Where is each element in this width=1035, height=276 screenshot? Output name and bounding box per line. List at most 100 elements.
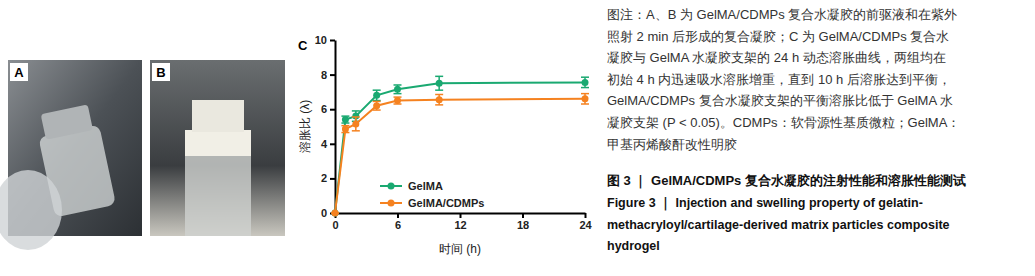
legend-marker [388, 200, 395, 207]
legend-marker [388, 183, 395, 190]
error-bar-cap [373, 89, 381, 91]
marker [394, 86, 401, 93]
y-tick-label: 6 [321, 103, 327, 115]
error-bar [373, 101, 381, 110]
caption-line: 初始 4 h 内迅速吸水溶胀增重，直到 10 h 后溶胀达到平衡， [607, 72, 951, 87]
legend-label: GelMA [408, 180, 443, 192]
gel [185, 130, 251, 156]
y-tick: 2 [321, 172, 335, 184]
x-tick-mark [585, 213, 587, 218]
figure-title-en: methacryloyl/cartilage-derived matrix pa… [607, 218, 950, 232]
marker [582, 79, 589, 86]
y-tick-label: 0 [321, 207, 327, 219]
error-bar-cap [581, 93, 589, 95]
y-tick-label: 10 [315, 34, 327, 46]
caption-line: 甲基丙烯酸酐改性明胶 [607, 137, 737, 152]
y-tick-label: 4 [321, 138, 328, 150]
error-bar [394, 97, 402, 104]
error-bar [341, 116, 349, 123]
error-bar-cap [435, 104, 443, 106]
y-tick: 10 [315, 34, 335, 46]
x-tick-mark [397, 213, 399, 218]
series-line [335, 99, 585, 213]
legend: GelMA GelMA/CDMPs [380, 180, 484, 209]
marker [436, 96, 443, 103]
photo-background [150, 60, 285, 236]
error-bar [341, 126, 349, 133]
series-line [335, 82, 585, 213]
glove [0, 170, 62, 250]
y-tick-mark [330, 178, 335, 180]
y-axis: 0246810 [315, 34, 336, 219]
y-tick: 6 [321, 103, 335, 115]
figure-title-en: hydrogel [607, 239, 660, 253]
x-tick: 24 [579, 213, 592, 231]
error-bar-cap [435, 89, 443, 91]
caption-line: 图注：A、B 为 GelMA/CDMPs 复合水凝胶的前驱液和在紫外 [607, 7, 957, 22]
marker [394, 97, 401, 104]
vial-neck [192, 100, 244, 132]
x-tick-label: 0 [332, 219, 338, 231]
error-bar-cap [394, 84, 402, 86]
panel-label: A [14, 65, 24, 80]
plot-area [331, 76, 589, 216]
error-bar [581, 94, 589, 104]
panel-label-box [10, 63, 28, 81]
y-tick-mark [330, 109, 335, 111]
marker [332, 210, 339, 217]
error-bar-cap [352, 116, 360, 118]
caption-line: 凝胶与 GelMA 水凝胶支架的 24 h 动态溶胀曲线，两组均在 [607, 50, 946, 65]
caption-line: 照射 2 min 后形成的复合凝胶；C 为 GelMA/CDMPs 复合水 [607, 29, 949, 44]
x-tick-mark [522, 213, 524, 218]
y-tick: 4 [321, 138, 335, 150]
vial-cap [41, 104, 93, 139]
y-tick-mark [330, 40, 335, 42]
figure-title: 图 3 ｜ GelMA/CDMPs 复合水凝胶的注射性能和溶胀性能测试 [607, 173, 966, 189]
error-bar [435, 94, 443, 104]
x-axis-title: 时间 (h) [439, 242, 481, 256]
x-tick-mark [460, 213, 462, 218]
figure: ABC024681006121824时间 (h)溶胀比 (λ)GelMAGelM… [0, 0, 1035, 276]
caption-line: 凝胶支架 (P < 0.05)。CDMPs：软骨源性基质微粒；GelMA： [607, 115, 960, 130]
x-tick: 18 [517, 213, 529, 231]
error-bar-cap [373, 100, 381, 102]
y-axis-title: 溶胀比 (λ) [298, 100, 312, 153]
legend-label: GelMA/CDMPs [408, 197, 484, 209]
x-tick-label: 6 [395, 219, 401, 231]
figure-title-en: Figure 3 ｜ Injection and swelling proper… [607, 196, 923, 211]
marker [342, 126, 349, 133]
panel-label: B [156, 65, 165, 80]
y-tick-mark [330, 143, 335, 145]
x-tick-label: 24 [579, 219, 592, 231]
x-tick: 12 [454, 213, 466, 231]
error-bar-cap [581, 87, 589, 89]
x-tick-label: 18 [517, 219, 529, 231]
error-bar-cap [352, 130, 360, 132]
panel-label-box [152, 63, 170, 81]
error-bar-cap [435, 94, 443, 96]
caption-line: GelMA/CDMPs 复合水凝胶支架的平衡溶胀比低于 GelMA 水 [607, 93, 953, 108]
x-tick: 6 [395, 213, 401, 231]
error-bar-cap [581, 103, 589, 105]
marker [352, 120, 359, 127]
marker [342, 116, 349, 123]
marker [332, 210, 339, 217]
caption: 图注：A、B 为 GelMA/CDMPs 复合水凝胶的前驱液和在紫外照射 2 m… [607, 7, 966, 253]
y-tick-mark [330, 74, 335, 76]
y-axis-line [335, 41, 337, 214]
marker [373, 92, 380, 99]
marker [436, 80, 443, 87]
photo-panel: A [0, 60, 142, 250]
error-bar [373, 90, 381, 100]
error-bar-cap [394, 93, 402, 95]
error-bar-cap [373, 109, 381, 111]
vial-body [185, 130, 251, 236]
x-tick-label: 12 [454, 219, 466, 231]
panel-label: C [298, 38, 308, 53]
error-bar-cap [435, 76, 443, 78]
marker [373, 102, 380, 109]
error-bar-cap [352, 110, 360, 112]
x-axis: 0 6 12 18 24 [332, 213, 592, 231]
error-bar [394, 85, 402, 94]
error-bar [352, 117, 360, 131]
